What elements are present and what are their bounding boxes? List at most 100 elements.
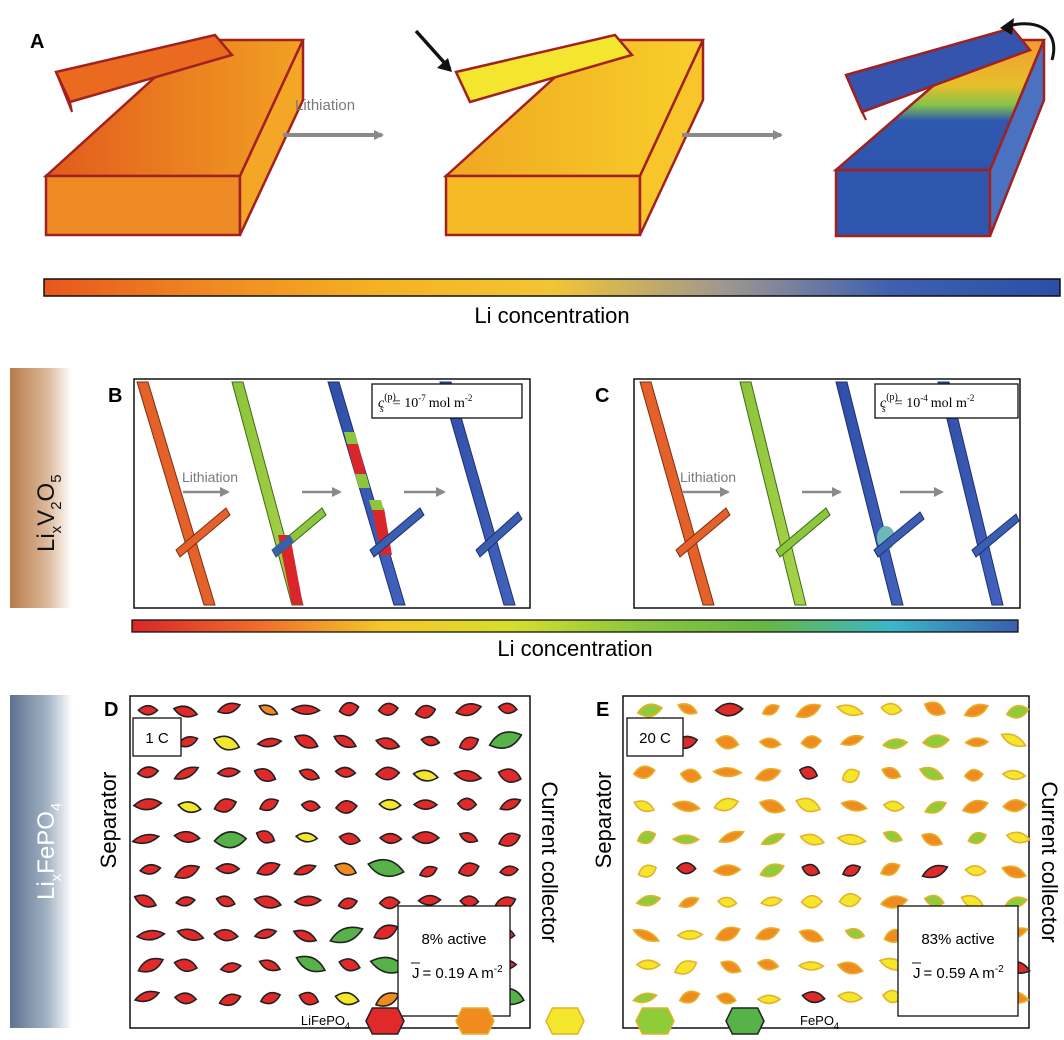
panel-b-concentration-box xyxy=(371,383,523,419)
particle xyxy=(172,705,199,718)
particle xyxy=(338,958,361,972)
particle xyxy=(964,865,987,877)
particle xyxy=(633,800,656,813)
panel-c-arrow-label: Lithiation xyxy=(680,469,736,485)
particle xyxy=(414,704,437,719)
particle xyxy=(761,704,781,716)
particle xyxy=(880,702,903,716)
particle xyxy=(137,704,159,716)
panel-b-label: B xyxy=(108,385,122,407)
particle xyxy=(497,768,523,784)
panel-e-separator-label: Separator xyxy=(591,772,616,869)
legend-swatch xyxy=(455,1007,495,1035)
particle xyxy=(411,830,441,845)
particle xyxy=(213,929,239,942)
particle xyxy=(920,832,944,847)
particle xyxy=(921,734,951,749)
particle xyxy=(215,863,241,875)
particle xyxy=(176,928,205,941)
particle xyxy=(290,704,321,716)
panel-e-label: E xyxy=(596,699,609,721)
legend-swatches xyxy=(365,1007,765,1035)
particle xyxy=(673,960,698,975)
panel-e-stats-box xyxy=(897,905,1019,1017)
particle xyxy=(133,894,158,908)
panel-e-active: 83% active xyxy=(921,931,994,948)
particle xyxy=(412,799,439,811)
particle xyxy=(963,703,990,718)
particle xyxy=(963,768,984,782)
particle xyxy=(882,800,906,812)
particle xyxy=(300,800,321,812)
particle xyxy=(921,864,949,879)
particle xyxy=(456,797,478,811)
particle xyxy=(1000,733,1027,747)
particle xyxy=(631,992,658,1004)
panel-d-rate-box xyxy=(132,717,182,757)
panel-d-rate: 1 C xyxy=(145,730,169,747)
particle xyxy=(418,865,438,878)
panel-d-particle-grid xyxy=(131,701,525,1007)
particle xyxy=(1001,865,1028,879)
panel-b-nanowires xyxy=(136,381,523,606)
particle xyxy=(213,831,248,849)
particle xyxy=(714,702,744,717)
particle xyxy=(215,895,236,908)
particle xyxy=(218,993,242,1007)
particle xyxy=(212,735,241,751)
particle xyxy=(678,990,701,1004)
particle xyxy=(135,929,166,941)
legend-swatch xyxy=(635,1007,675,1035)
side-label-lixv2o5-bg xyxy=(10,368,72,608)
particle xyxy=(334,991,360,1006)
particle xyxy=(294,832,319,843)
panel-a-slab-2 xyxy=(442,33,705,237)
particle xyxy=(173,830,201,843)
panel-c-concentration: c(p) s = 10-4 mol m-2 xyxy=(880,392,974,415)
particle xyxy=(338,832,362,846)
particle xyxy=(176,736,199,748)
particle xyxy=(1001,769,1027,781)
particle xyxy=(671,834,701,845)
particle xyxy=(173,958,199,973)
particle xyxy=(838,893,862,908)
particle xyxy=(840,800,868,812)
panel-c-concentration-box xyxy=(874,383,1019,419)
particle xyxy=(219,962,242,973)
middle-colorbar-label: Li concentration xyxy=(497,636,652,661)
particle xyxy=(754,767,782,782)
particle xyxy=(258,798,280,812)
particle xyxy=(173,766,200,780)
side-label-lixfepo4: LixFePO4 xyxy=(33,803,65,900)
legend-fepo4-label: FePO4 xyxy=(800,1013,839,1031)
particle xyxy=(964,737,990,748)
particle xyxy=(800,894,824,909)
particle xyxy=(457,862,480,877)
particle xyxy=(836,961,864,975)
particle xyxy=(132,798,163,811)
particle xyxy=(216,702,242,715)
particle xyxy=(1005,704,1030,719)
panel-e-current-collector-label: Current collector xyxy=(1037,781,1062,942)
particle xyxy=(255,830,276,844)
particle xyxy=(412,769,440,782)
panel-e-rate: 20 C xyxy=(639,730,671,747)
panel-d-active: 8% active xyxy=(421,931,486,948)
panel-d-stats-box xyxy=(397,905,511,1017)
particle xyxy=(338,701,360,717)
particle xyxy=(455,702,483,717)
panel-b-concentration: c(p) s = 10-7 mol m-2 xyxy=(378,392,472,415)
particle xyxy=(712,766,743,778)
particle xyxy=(375,737,401,750)
particle xyxy=(256,737,283,748)
particle xyxy=(258,704,279,716)
particle xyxy=(136,766,160,779)
particle xyxy=(292,929,318,943)
legend-swatch xyxy=(365,1007,405,1035)
particle xyxy=(453,769,483,782)
particle xyxy=(961,799,989,814)
particle xyxy=(636,703,663,718)
particle xyxy=(754,927,781,941)
side-label-lixfepo4-bg xyxy=(10,695,72,1028)
particle xyxy=(253,768,277,782)
